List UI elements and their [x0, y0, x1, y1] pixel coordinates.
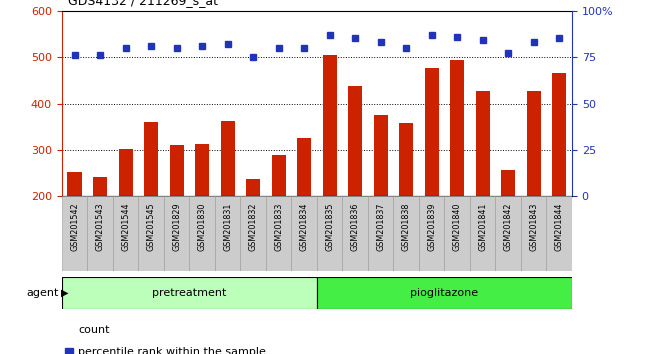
Bar: [322, 55, 337, 196]
Bar: [195, 144, 209, 196]
Bar: [62, 277, 317, 309]
Text: GSM201833: GSM201833: [274, 202, 283, 251]
Bar: [343, 196, 368, 271]
Bar: [113, 196, 138, 271]
Bar: [214, 196, 240, 271]
Bar: [399, 123, 413, 196]
Bar: [87, 196, 113, 271]
Text: GSM201545: GSM201545: [146, 202, 155, 251]
Text: GSM201840: GSM201840: [452, 202, 462, 251]
Bar: [170, 145, 183, 196]
Bar: [246, 179, 260, 196]
Bar: [470, 196, 495, 271]
Text: GSM201543: GSM201543: [96, 202, 105, 251]
Bar: [445, 196, 470, 271]
Text: GSM201836: GSM201836: [350, 202, 359, 251]
Text: GSM201832: GSM201832: [248, 202, 257, 251]
Text: percentile rank within the sample: percentile rank within the sample: [78, 347, 266, 354]
Bar: [291, 196, 317, 271]
Bar: [68, 172, 81, 196]
Bar: [317, 196, 343, 271]
Bar: [393, 196, 419, 271]
Text: GSM201837: GSM201837: [376, 202, 385, 251]
Bar: [118, 149, 133, 196]
Bar: [297, 138, 311, 196]
Text: GDS4132 / 211269_s_at: GDS4132 / 211269_s_at: [68, 0, 218, 7]
Bar: [240, 196, 266, 271]
Bar: [501, 170, 515, 196]
Text: GSM201835: GSM201835: [325, 202, 334, 251]
Text: GSM201829: GSM201829: [172, 202, 181, 251]
Bar: [272, 155, 285, 196]
Bar: [424, 68, 439, 196]
Text: GSM201844: GSM201844: [554, 202, 564, 251]
Text: GSM201834: GSM201834: [300, 202, 309, 251]
Bar: [266, 196, 291, 271]
Text: GSM201841: GSM201841: [478, 202, 488, 251]
Bar: [521, 196, 547, 271]
Bar: [164, 196, 189, 271]
Bar: [62, 196, 87, 271]
Bar: [138, 196, 164, 271]
Text: count: count: [78, 325, 109, 335]
Bar: [547, 196, 572, 271]
Bar: [374, 115, 387, 196]
Text: GSM201544: GSM201544: [121, 202, 130, 251]
Bar: [317, 277, 572, 309]
Bar: [495, 196, 521, 271]
Bar: [450, 60, 464, 196]
Bar: [526, 91, 541, 196]
Bar: [189, 196, 214, 271]
Text: GSM201838: GSM201838: [402, 202, 411, 251]
Bar: [476, 91, 489, 196]
Text: GSM201831: GSM201831: [223, 202, 232, 251]
Bar: [419, 196, 445, 271]
Text: pretreatment: pretreatment: [152, 288, 226, 298]
Text: GSM201839: GSM201839: [427, 202, 436, 251]
Bar: [220, 121, 235, 196]
Text: GSM201830: GSM201830: [198, 202, 207, 251]
Text: ▶: ▶: [61, 288, 69, 298]
Bar: [348, 86, 362, 196]
Bar: [368, 196, 393, 271]
Text: pioglitazone: pioglitazone: [410, 288, 478, 298]
Bar: [552, 73, 566, 196]
Text: GSM201542: GSM201542: [70, 202, 79, 251]
Text: GSM201842: GSM201842: [504, 202, 513, 251]
Text: agent: agent: [26, 288, 58, 298]
Bar: [144, 122, 158, 196]
Text: GSM201843: GSM201843: [529, 202, 538, 251]
Bar: [93, 177, 107, 196]
